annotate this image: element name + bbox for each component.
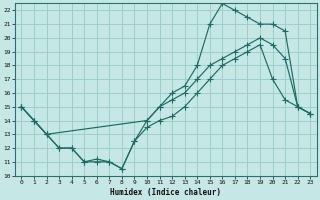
X-axis label: Humidex (Indice chaleur): Humidex (Indice chaleur) — [110, 188, 221, 197]
